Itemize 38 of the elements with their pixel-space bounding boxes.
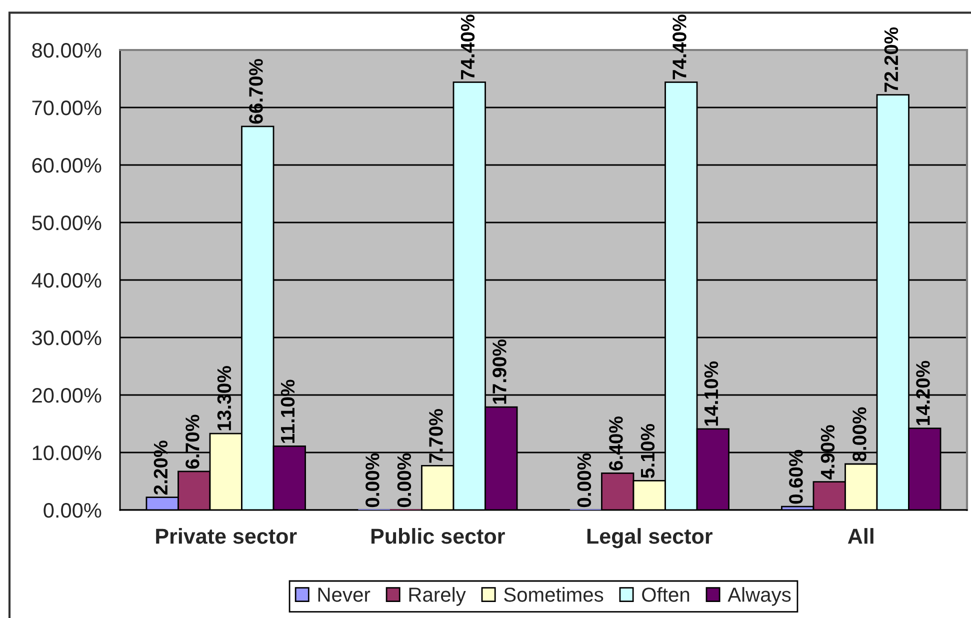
data-label: 72.20% [884, 27, 898, 92]
y-tick-label: 40.00% [32, 273, 102, 288]
y-tick-label: 60.00% [32, 158, 102, 173]
data-label: 0.00% [577, 453, 592, 508]
y-tick-label: 20.00% [32, 388, 102, 403]
data-label: 4.90% [820, 425, 835, 480]
data-label: 6.40% [609, 416, 623, 470]
legend-label: Rarely [409, 587, 466, 606]
data-label: 7.70% [429, 409, 443, 463]
data-label: 13.30% [217, 366, 232, 430]
data-label: 74.40% [672, 14, 686, 80]
data-label: 0.00% [397, 453, 412, 508]
x-tick-label: Legal sector [587, 528, 712, 548]
data-label: 6.70% [186, 414, 200, 469]
data-label: 2.20% [154, 440, 168, 495]
data-label: 14.20% [916, 360, 930, 426]
x-tick-label: Private sector [156, 528, 297, 544]
y-tick-label: 10.00% [32, 446, 102, 460]
data-label: 11.10% [280, 380, 295, 443]
data-label: 74.40% [460, 14, 475, 80]
data-label: 66.70% [249, 58, 263, 124]
legend-label: Sometimes [504, 587, 604, 602]
x-tick-label: Public sector [371, 528, 505, 544]
x-tick-label: All [848, 528, 874, 544]
y-tick-label: 30.00% [32, 330, 102, 346]
data-label: 0.00% [366, 453, 380, 508]
y-tick-label: 80.00% [32, 43, 102, 58]
y-tick-label: 50.00% [32, 216, 102, 230]
legend-label: Never [318, 588, 370, 602]
legend-label: Always [728, 587, 791, 606]
data-label: 17.90% [492, 340, 506, 404]
data-label: 5.10% [640, 424, 655, 478]
data-label: 14.10% [704, 361, 718, 426]
data-label: 8.00% [852, 407, 866, 462]
data-label: 0.60% [789, 450, 803, 504]
y-tick-label: 70.00% [32, 100, 102, 116]
y-tick-label: 0.00% [44, 503, 102, 518]
legend-label: Often [642, 587, 690, 602]
